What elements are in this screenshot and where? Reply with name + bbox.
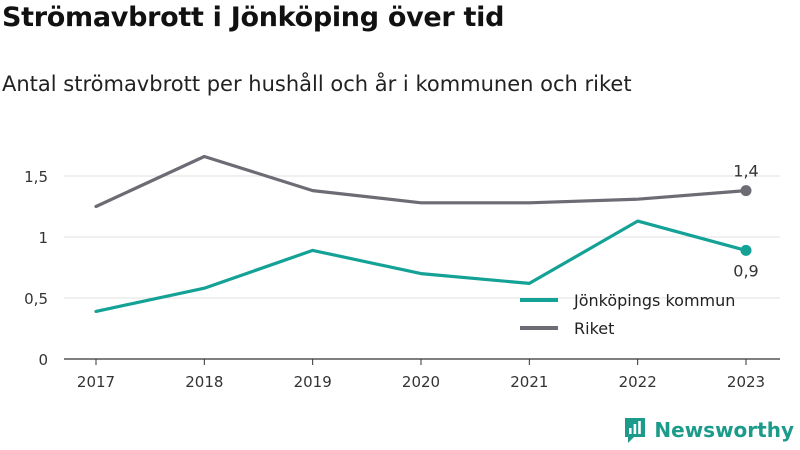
y-tick-label: 1,5 <box>24 168 48 186</box>
x-tick-label: 2021 <box>510 373 548 391</box>
series-line-jonkopings-kommun <box>94 219 748 313</box>
end-label-riket: 1,4 <box>733 162 758 181</box>
y-tick-label: 1 <box>38 229 48 247</box>
legend-label: Riket <box>574 319 614 338</box>
x-tick-label: 2023 <box>727 373 765 391</box>
x-tick-label: 2017 <box>77 373 115 391</box>
y-tick-label: 0 <box>38 351 48 369</box>
end-point-jonkopings-kommun <box>740 244 752 256</box>
x-tick-label: 2020 <box>402 373 440 391</box>
end-point-riket <box>740 185 752 197</box>
x-tick-label: 2022 <box>619 373 657 391</box>
y-tick-label: 0,5 <box>24 290 48 308</box>
end-label-jonkopings-kommun: 0,9 <box>733 261 758 280</box>
series-line-riket <box>94 154 748 209</box>
newsworthy-logo-icon <box>625 418 646 443</box>
chart-subtitle: Antal strömavbrott per hushåll och år i … <box>2 72 632 96</box>
legend-label: Jönköpings kommun <box>573 291 735 310</box>
x-tick-label: 2018 <box>185 373 223 391</box>
chart-title: Strömavbrott i Jönköping över tid <box>2 2 505 33</box>
x-tick-label: 2019 <box>294 373 332 391</box>
brand-name: Newsworthy <box>654 418 794 442</box>
brand-logo: Newsworthy <box>623 416 794 444</box>
